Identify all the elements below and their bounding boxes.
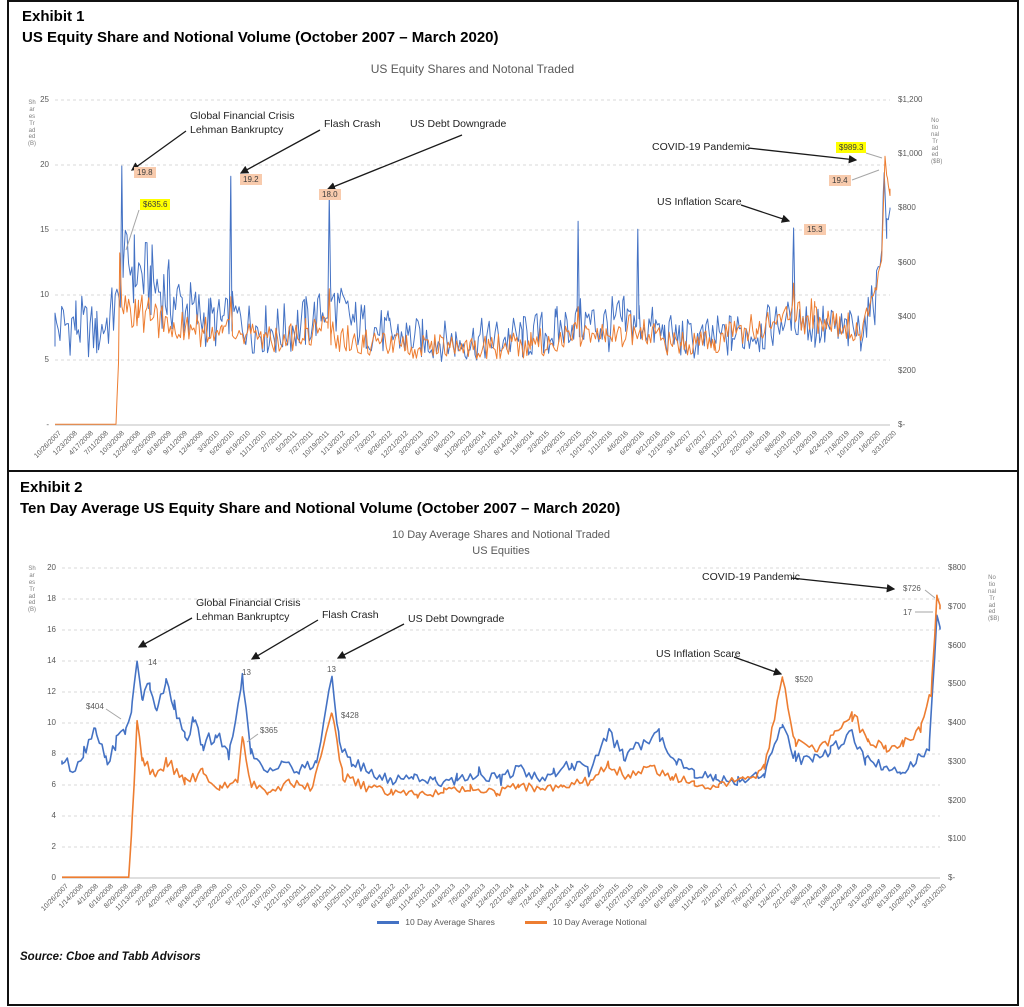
series-line-shares — [61, 614, 941, 788]
series-line-shares — [54, 165, 891, 362]
value-label-leader — [246, 733, 259, 743]
value-label-leader — [865, 152, 883, 159]
annotation-arrow — [250, 619, 319, 660]
legend-item-notional: 10 Day Average Notional — [524, 917, 647, 927]
chart2-right-axis-title: Notional Traded ($B) — [988, 575, 1000, 623]
legend-label-notional: 10 Day Average Notional — [552, 917, 647, 927]
annotation-arrow — [239, 129, 321, 174]
exhibit1-title: US Equity Share and Notional Volume (Oct… — [22, 29, 499, 46]
annotation-arrow — [747, 147, 858, 164]
chart1-right-axis-title: Notional Traded ($B) — [931, 118, 943, 166]
chart2-subtitle: US Equities — [472, 545, 530, 557]
chart2-title: 10 Day Average Shares and Notional Trade… — [391, 529, 611, 541]
annotation-arrow — [733, 656, 783, 676]
legend-item-shares: 10 Day Average Shares — [377, 917, 495, 927]
section-divider — [7, 470, 1017, 472]
legend: 10 Day Average Shares 10 Day Average Not… — [0, 917, 1024, 927]
value-label-leader — [851, 169, 880, 181]
series-line-notional — [62, 594, 941, 879]
annotation-arrow — [790, 577, 896, 593]
value-label-leader — [125, 209, 140, 251]
legend-swatch-notional-icon — [524, 920, 547, 924]
source-note: Source: Cboe and Tabb Advisors — [20, 951, 201, 963]
series-line-notional — [55, 155, 891, 425]
exhibit2-title: Ten Day Average US Equity Share and Noti… — [20, 500, 621, 517]
chart1-left-axis-title: Shares Traded (B) — [28, 100, 36, 148]
chart2-left-axis-title: Shares Traded (B) — [28, 566, 36, 614]
legend-label-shares: 10 Day Average Shares — [405, 917, 495, 927]
value-label-leader — [105, 708, 122, 720]
legend-swatch-shares-icon — [377, 920, 400, 924]
exhibit2-label: Exhibit 2 — [20, 479, 83, 496]
annotation-arrow — [137, 617, 193, 648]
exhibit1-label: Exhibit 1 — [22, 8, 85, 25]
annotation-arrow — [326, 134, 463, 191]
value-label-leader — [924, 589, 936, 599]
chart1-title: US Equity Shares and Notonal Traded — [370, 62, 575, 76]
annotation-arrow — [130, 130, 187, 171]
figure-frame — [7, 0, 1019, 1006]
annotation-arrow — [740, 204, 791, 223]
annotation-arrow — [336, 623, 405, 659]
